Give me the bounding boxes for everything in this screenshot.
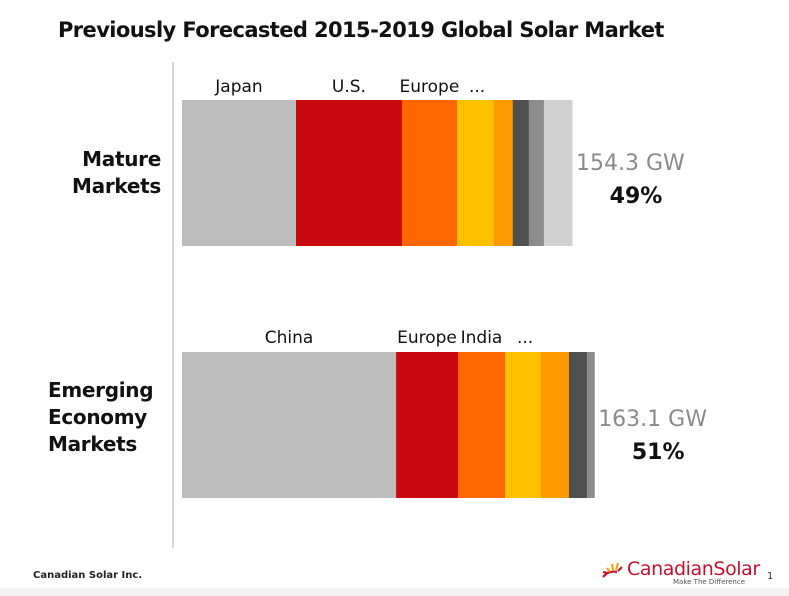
chart-title: Previously Forecasted 2015-2019 Global S…	[58, 18, 664, 42]
row-label-line: Mature	[82, 147, 161, 171]
segment-label: ...	[469, 77, 485, 97]
segment-label: U.S.	[332, 77, 366, 97]
row-label-line: Markets	[48, 432, 137, 456]
bar-segment	[505, 352, 542, 498]
row-label-line: Economy	[48, 405, 148, 429]
logo-wordmark: CanadianSolar	[627, 558, 760, 580]
row-label-line: Emerging	[48, 378, 154, 402]
company-logo: CanadianSolar Make The Difference	[601, 558, 760, 586]
row-label-mature-markets: Mature Markets	[30, 146, 161, 200]
row-label-line: Markets	[72, 174, 161, 198]
bar-segment	[512, 100, 530, 246]
sun-rays-logo-icon	[602, 562, 623, 578]
segment-label: Japan	[214, 77, 262, 97]
total-gw-label: 154.3 GW	[576, 151, 685, 176]
bar-row: Japan U.S. Europe ... 154.3 GW 49%	[182, 77, 685, 246]
bar-segment	[543, 100, 573, 246]
bar-segment	[182, 352, 397, 498]
company-name: Canadian Solar Inc.	[33, 570, 143, 581]
logo-tagline: Make The Difference	[673, 578, 745, 586]
segment-label: Europe	[397, 328, 457, 348]
bar-segment	[182, 100, 297, 246]
segment-label: ...	[517, 328, 533, 348]
bar-segment	[586, 352, 595, 498]
bar-segment	[569, 352, 588, 498]
bar-segment	[296, 100, 403, 246]
bar-segment	[401, 100, 458, 246]
page-number: 1	[767, 571, 774, 582]
bar-segment	[458, 352, 506, 498]
segment-label: Europe	[400, 77, 460, 97]
footer-band	[0, 588, 789, 596]
bar-segment	[540, 352, 570, 498]
bar-segment	[396, 352, 459, 498]
share-percent-label: 49%	[610, 184, 663, 209]
row-label-emerging-markets: Emerging Economy Markets	[48, 377, 188, 458]
bar-row: China Europe India ... 163.1 GW 51%	[182, 328, 707, 498]
bar-segment	[528, 100, 545, 246]
bar-segment	[457, 100, 495, 246]
segment-label: India	[461, 328, 503, 348]
share-percent-label: 51%	[632, 440, 685, 465]
axis-line	[172, 62, 174, 548]
bar-segment	[493, 100, 514, 246]
total-gw-label: 163.1 GW	[598, 407, 707, 432]
segment-label: China	[265, 328, 314, 348]
